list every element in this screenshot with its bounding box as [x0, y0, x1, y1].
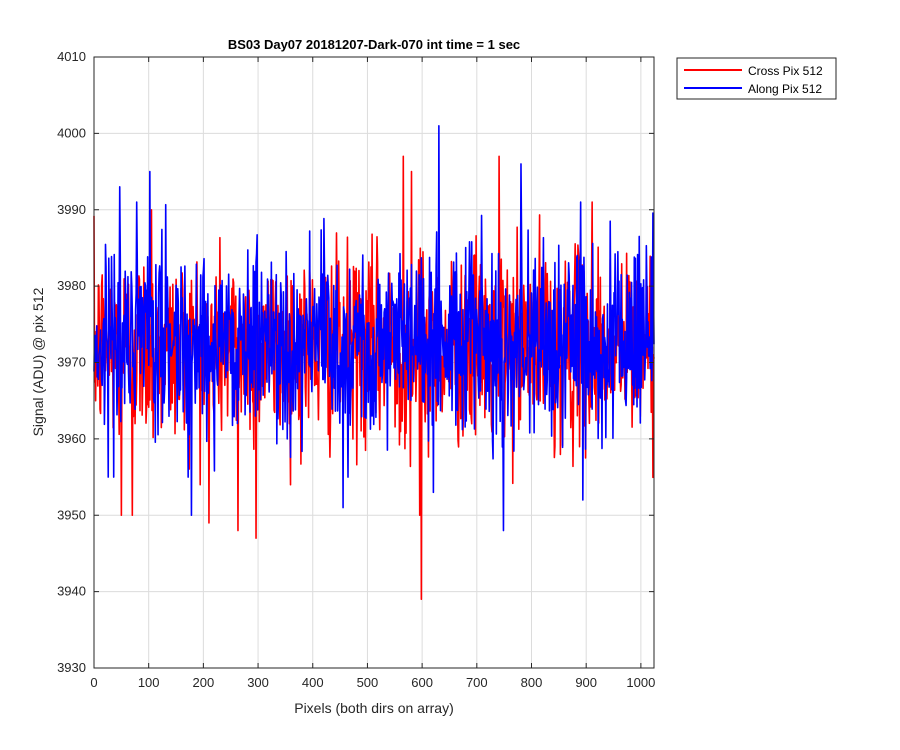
- x-tick-label: 400: [302, 675, 324, 690]
- y-tick-label: 3930: [57, 660, 86, 675]
- series-layer: [93, 124, 655, 601]
- y-tick-label: 3980: [57, 278, 86, 293]
- y-tick-label: 3990: [57, 202, 86, 217]
- y-tick-label: 3950: [57, 507, 86, 522]
- x-tick-label: 700: [466, 675, 488, 690]
- y-tick-label: 4000: [57, 125, 86, 140]
- series-line-along-pix: [93, 124, 655, 532]
- chart-title: BS03 Day07 20181207-Dark-070 int time = …: [228, 37, 520, 52]
- legend-label-along: Along Pix 512: [748, 82, 822, 96]
- x-tick-label: 900: [575, 675, 597, 690]
- legend-box: [676, 57, 837, 100]
- y-tick-label: 4010: [57, 49, 86, 64]
- y-tick-label: 3940: [57, 584, 86, 599]
- y-axis-label: Signal (ADU) @ pix 512: [30, 287, 46, 436]
- x-tick-label: 300: [247, 675, 269, 690]
- x-tick-label: 100: [138, 675, 160, 690]
- x-axis-label: Pixels (both dirs on array): [294, 700, 454, 716]
- legend-label-cross: Cross Pix 512: [748, 64, 823, 78]
- x-tick-label: 1000: [626, 675, 655, 690]
- x-tick-label: 600: [411, 675, 433, 690]
- y-tick-label: 3970: [57, 355, 86, 370]
- x-tick-label: 800: [521, 675, 543, 690]
- x-tick-label: 200: [193, 675, 215, 690]
- x-tick-label: 0: [90, 675, 97, 690]
- y-tick-label: 3960: [57, 431, 86, 446]
- legend: Cross Pix 512 Along Pix 512: [676, 57, 837, 100]
- ticks: [93, 56, 654, 669]
- tick-labels: 0 100 200 300 400 500 600 700 800 900 1000 3930 3940…: [57, 49, 655, 690]
- x-tick-label: 500: [357, 675, 379, 690]
